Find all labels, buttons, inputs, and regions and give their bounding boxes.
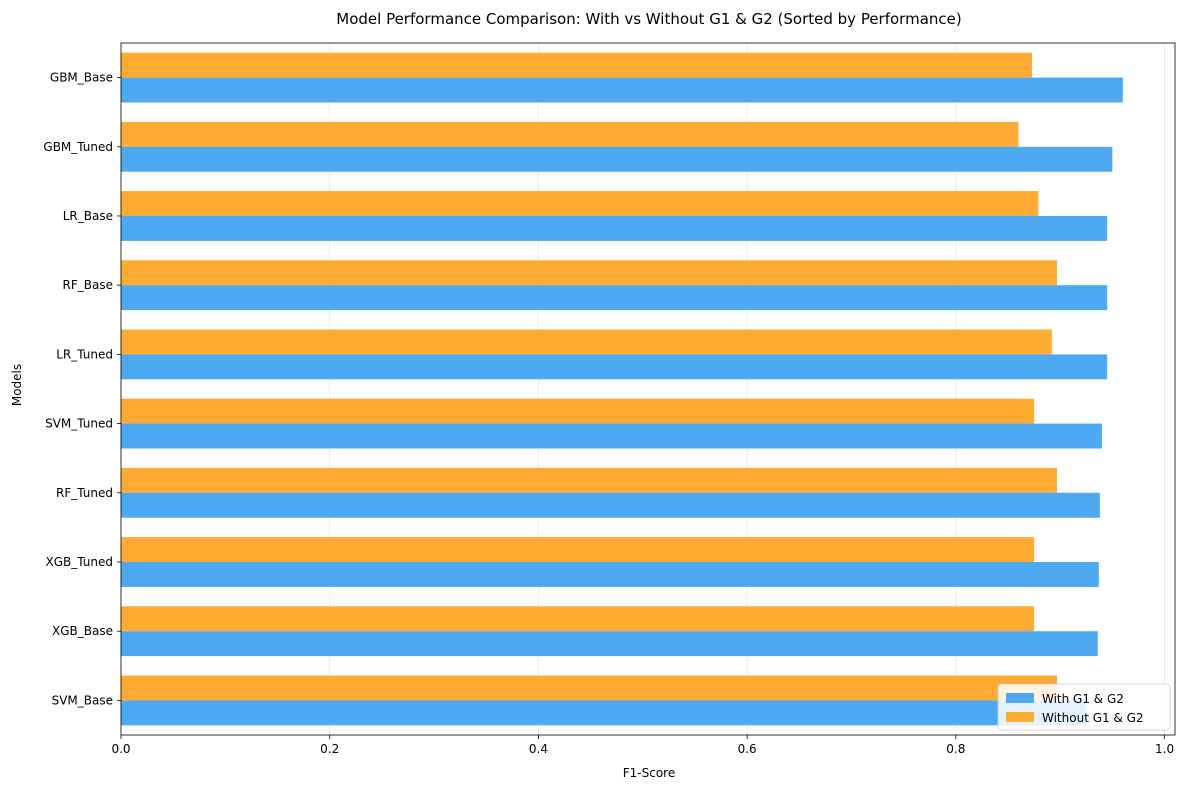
x-tick-label: 0.8 [946, 742, 965, 756]
y-axis-label: Models [10, 364, 24, 406]
bar-without-g1-g2 [121, 537, 1035, 562]
x-tick-label: 1.0 [1155, 742, 1174, 756]
bar-without-g1-g2 [121, 398, 1035, 424]
y-tick-label: LR_Tuned [56, 347, 113, 361]
bar-with-g1-g2 [121, 492, 1100, 518]
bar-with-g1-g2 [121, 354, 1108, 380]
x-tick-label: 0.4 [529, 742, 548, 756]
bar-without-g1-g2 [121, 260, 1058, 286]
plot-frame [120, 42, 1176, 736]
y-tick-label: GBM_Base [50, 71, 113, 85]
bar-with-g1-g2 [121, 423, 1102, 449]
bar-without-g1-g2 [121, 329, 1052, 355]
bar-with-g1-g2 [121, 562, 1099, 587]
y-tick-label: SVM_Base [52, 693, 113, 707]
bar-with-g1-g2 [121, 700, 1087, 726]
y-tick-label: SVM_Tuned [45, 417, 113, 431]
legend-label: Without G1 & G2 [1042, 711, 1144, 725]
x-tick-label: 0.6 [738, 742, 757, 756]
y-tick-label: LR_Base [63, 209, 113, 223]
bar-without-g1-g2 [121, 467, 1058, 493]
legend-box [997, 683, 1171, 731]
chart-title: Model Performance Comparison: With vs Wi… [336, 10, 961, 28]
bar-without-g1-g2 [121, 606, 1035, 632]
legend-swatch [1006, 712, 1034, 722]
legend: With G1 & G2 Without G1 & G2 [997, 683, 1171, 731]
bar-with-g1-g2 [121, 285, 1108, 311]
legend-swatch [1006, 693, 1034, 703]
y-tick-label: RF_Tuned [56, 486, 113, 500]
bar-with-g1-g2 [121, 631, 1098, 657]
x-tick-label: 0.0 [111, 742, 130, 756]
bar-without-g1-g2 [121, 52, 1033, 78]
y-tick-label: RF_Base [63, 278, 113, 292]
axes-layer: 0.0 0.2 0.4 0.6 0.8 1.0 GBM_Base GBM_Tuned LR_Ba… [43, 42, 1176, 756]
bar-with-g1-g2 [121, 216, 1108, 241]
bar-without-g1-g2 [121, 121, 1019, 147]
y-tick-label: GBM_Tuned [43, 140, 113, 154]
y-tick-label: XGB_Tuned [46, 555, 113, 569]
bar-with-g1-g2 [121, 77, 1123, 103]
bars-layer [121, 52, 1123, 726]
y-tick-label: XGB_Base [52, 624, 113, 638]
bar-with-g1-g2 [121, 146, 1113, 172]
x-tick-label: 0.2 [320, 742, 339, 756]
x-axis-label: F1-Score [623, 766, 675, 780]
bar-without-g1-g2 [121, 191, 1039, 216]
bar-without-g1-g2 [121, 675, 1058, 701]
legend-label: With G1 & G2 [1042, 692, 1124, 706]
